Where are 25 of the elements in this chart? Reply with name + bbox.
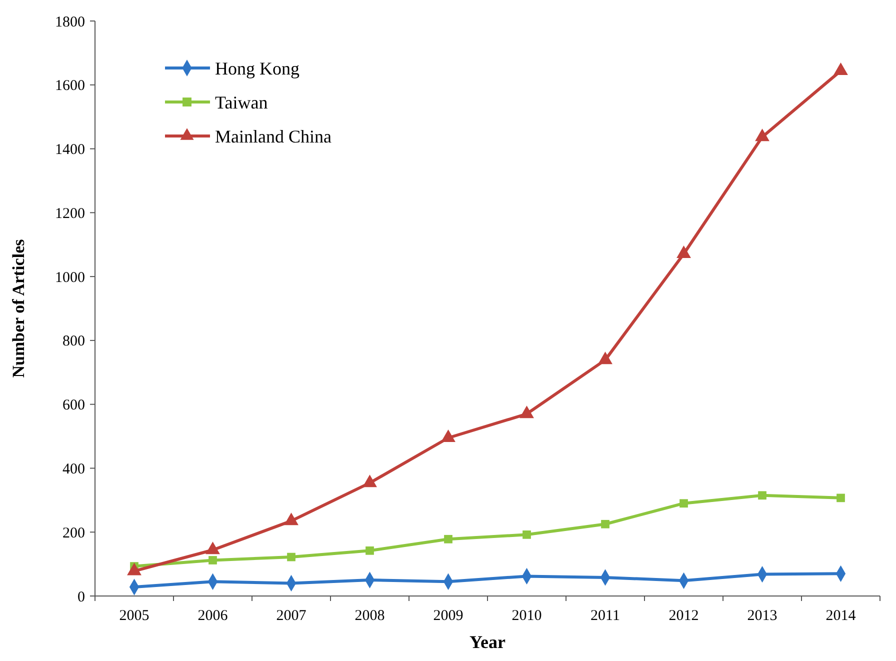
y-tick-label: 800 bbox=[62, 334, 85, 350]
x-tick-label: 2013 bbox=[747, 608, 778, 624]
y-tick-label: 600 bbox=[62, 398, 85, 414]
x-tick-label: 2005 bbox=[119, 608, 150, 624]
y-axis-title: Number of Articles bbox=[9, 238, 28, 378]
y-tick-label: 0 bbox=[78, 589, 85, 606]
x-axis-title: Year bbox=[470, 632, 506, 652]
legend-label: Mainland China bbox=[215, 126, 332, 146]
x-tick-label: 2011 bbox=[590, 608, 620, 624]
x-tick-label: 2009 bbox=[433, 608, 464, 624]
x-tick-label: 2012 bbox=[668, 608, 699, 624]
x-tick-label: 2007 bbox=[276, 608, 307, 624]
x-tick-label: 2006 bbox=[198, 608, 228, 624]
y-tick-label: 1200 bbox=[55, 206, 85, 222]
legend-label: Hong Kong bbox=[215, 58, 300, 78]
y-tick-label: 1800 bbox=[55, 14, 85, 30]
x-tick-label: 2008 bbox=[354, 608, 385, 624]
y-tick-label: 1600 bbox=[55, 78, 85, 94]
x-tick-label: 2014 bbox=[826, 608, 856, 624]
x-tick-label: 2010 bbox=[512, 608, 542, 624]
y-tick-label: 200 bbox=[62, 525, 85, 542]
y-tick-label: 400 bbox=[62, 461, 85, 478]
y-tick-label: 1400 bbox=[55, 142, 85, 158]
legend-label: Taiwan bbox=[215, 92, 268, 112]
y-tick-label: 1000 bbox=[55, 270, 85, 286]
